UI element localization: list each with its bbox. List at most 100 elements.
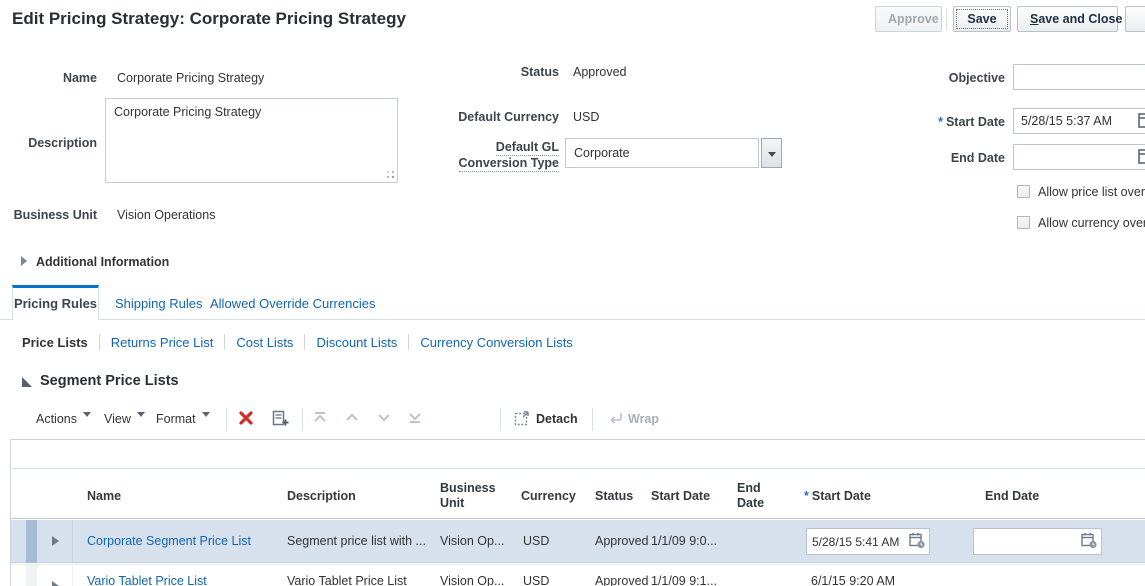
end-date-label: End Date [950, 151, 1005, 165]
subtab-price-lists[interactable]: Price Lists [22, 334, 88, 350]
default-gl-conversion-select[interactable]: Corporate [565, 138, 759, 168]
cell-business-unit: Vision Op... [440, 574, 505, 586]
toolbar-separator [500, 408, 501, 431]
subtab-currency-conversion-lists[interactable]: Currency Conversion Lists [420, 334, 573, 350]
save-button[interactable]: Save [953, 6, 1011, 32]
move-to-bottom-icon[interactable] [408, 410, 422, 425]
cell-start-date: 1/1/09 9:0... [651, 534, 718, 548]
date-time-picker-icon[interactable] [1081, 532, 1099, 550]
save-and-close-button[interactable]: Save and Close [1017, 6, 1122, 32]
additional-information-header[interactable]: Additional Information [36, 255, 170, 269]
column-header-status[interactable]: Status [595, 489, 634, 503]
subtab-bar: Price Lists Returns Price List Cost List… [22, 334, 573, 350]
textarea-resize-grip[interactable] [386, 170, 396, 180]
column-header-business-unit[interactable]: Business Unit [440, 481, 496, 510]
approve-button[interactable]: Approve [875, 6, 942, 32]
end-date-picker-icon[interactable] [1138, 148, 1145, 165]
price-list-link[interactable]: Vario Tablet Price List [87, 574, 207, 586]
format-menu[interactable]: Format [156, 412, 210, 426]
segment-price-lists-title: Segment Price Lists [40, 373, 179, 389]
insert-row-icon[interactable] [272, 410, 289, 427]
view-menu[interactable]: View [104, 412, 145, 426]
default-currency-label: Default Currency [458, 110, 559, 124]
description-textarea[interactable]: Corporate Pricing Strategy [105, 98, 398, 183]
table-row[interactable]: Corporate Segment Price List Segment pri… [11, 520, 1145, 563]
column-header-assoc-end-date[interactable]: End Date [985, 489, 1040, 503]
move-up-icon[interactable] [345, 410, 359, 425]
start-date-label-text: Start Date [945, 115, 1005, 129]
column-header-description[interactable]: Description [287, 489, 356, 503]
default-gl-label-line2: Conversion Type [359, 156, 559, 172]
detach-icon[interactable] [514, 410, 530, 426]
row-expand-icon[interactable] [52, 581, 59, 586]
objective-label: Objective [948, 71, 1005, 85]
additional-information-expand-icon[interactable] [21, 256, 27, 266]
subtab-separator [304, 334, 306, 350]
page-title: Edit Pricing Strategy: Corporate Pricing… [12, 9, 406, 28]
default-gl-label-text2: Conversion Type [458, 156, 559, 172]
column-header-end-date[interactable]: End Date [737, 481, 765, 510]
cell-description: Vario Tablet Price List [287, 574, 407, 586]
name-label: Name [62, 71, 97, 85]
business-unit-value: Vision Operations [117, 208, 216, 222]
wrap-icon [608, 410, 624, 426]
column-header-name[interactable]: Name [87, 489, 122, 503]
gutter-divider [72, 520, 73, 563]
cell-status: Approved [595, 534, 649, 548]
subtab-separator [408, 334, 410, 350]
row-selector[interactable] [26, 520, 37, 563]
name-value: Corporate Pricing Strategy [117, 71, 265, 85]
description-label: Description [28, 136, 97, 150]
save-and-close-accesskey: S [1030, 12, 1039, 26]
gutter-divider [72, 565, 73, 586]
end-date-input[interactable] [1013, 144, 1145, 170]
cell-assoc-start-date: 6/1/15 9:20 AM [811, 574, 896, 586]
subtab-returns-price-list[interactable]: Returns Price List [110, 334, 214, 350]
wrap-button[interactable]: Wrap [628, 412, 660, 426]
column-header-assoc-start-date[interactable]: * Start Date [804, 489, 871, 504]
move-to-top-icon[interactable] [313, 410, 327, 425]
tab-pricing-rules[interactable]: Pricing Rules [12, 285, 99, 320]
header-button-separator [946, 8, 947, 30]
row-selector[interactable] [26, 565, 37, 586]
table-row[interactable]: Vario Tablet Price List Vario Tablet Pri… [11, 564, 1145, 586]
required-asterisk: * [804, 489, 809, 503]
subtab-cost-lists[interactable]: Cost Lists [236, 334, 294, 350]
objective-input[interactable] [1013, 64, 1145, 90]
column-header-currency[interactable]: Currency [521, 489, 576, 503]
allow-currency-override-checkbox[interactable] [1017, 216, 1030, 229]
toolbar-separator [226, 408, 227, 431]
tab-shipping-rules[interactable]: Shipping Rules [115, 296, 203, 311]
allow-price-list-override-checkbox[interactable] [1017, 185, 1030, 198]
status-value: Approved [573, 65, 627, 79]
default-gl-label-text1: Default GL [495, 140, 559, 156]
segment-price-lists-collapse-icon[interactable] [22, 377, 32, 387]
tab-allowed-override-currencies[interactable]: Allowed Override Currencies [210, 296, 376, 311]
cell-status: Approved [595, 574, 649, 586]
actions-menu[interactable]: Actions [36, 412, 91, 426]
delete-icon[interactable] [238, 410, 254, 426]
date-time-picker-icon[interactable] [909, 532, 927, 550]
price-list-link[interactable]: Corporate Segment Price List [87, 534, 251, 548]
toolbar-separator [592, 408, 593, 431]
tabbar-bottom-border [0, 319, 1145, 320]
status-label: Status [520, 65, 559, 79]
subtab-discount-lists[interactable]: Discount Lists [316, 334, 398, 350]
cell-description: Segment price list with ... [287, 534, 426, 548]
column-header-start-date[interactable]: Start Date [651, 489, 711, 503]
required-asterisk: * [938, 115, 943, 129]
allow-price-list-override-label: Allow price list overr [1038, 185, 1145, 199]
default-gl-dropdown-button[interactable] [761, 138, 782, 168]
detach-button[interactable]: Detach [536, 412, 578, 426]
start-date-input[interactable] [1013, 108, 1145, 134]
cancel-button[interactable]: Ca [1125, 6, 1145, 32]
assoc-end-date-input[interactable] [973, 528, 1102, 555]
table-top-border [10, 439, 1145, 440]
move-down-icon[interactable] [377, 410, 391, 425]
start-date-label: * Start Date [805, 115, 1005, 129]
toolbar-separator [302, 408, 303, 431]
start-date-picker-icon[interactable] [1138, 112, 1145, 129]
row-expand-icon[interactable] [52, 536, 59, 546]
table-column-header-row: Name Description Business Unit Currency … [11, 469, 1145, 519]
